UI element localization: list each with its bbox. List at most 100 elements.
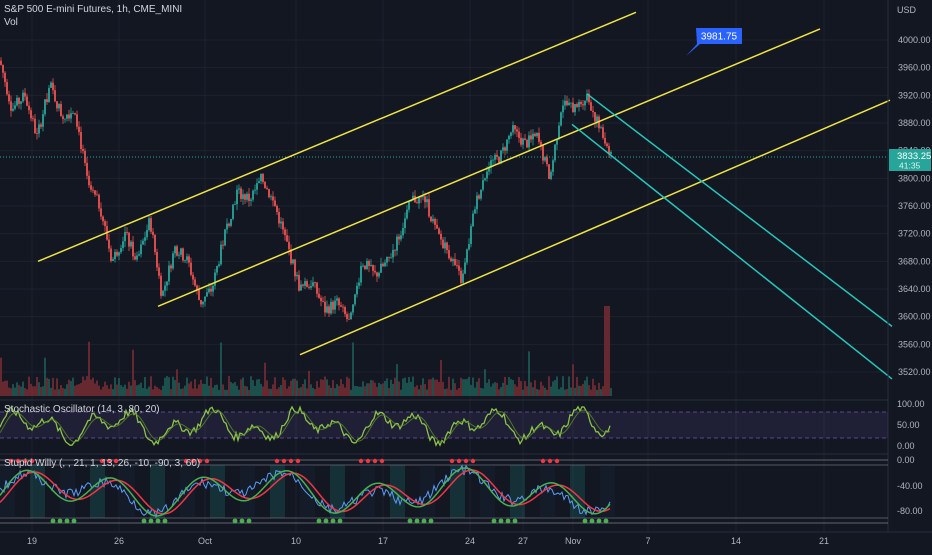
candle-body — [540, 141, 542, 146]
candle-body — [60, 104, 62, 117]
time-tick-label: 27 — [518, 536, 528, 546]
volume-bar — [252, 380, 254, 396]
candle-body — [90, 185, 92, 190]
volume-bar — [108, 388, 110, 396]
volume-bar — [324, 376, 326, 396]
volume-bar — [250, 376, 252, 396]
stochastic-pane[interactable]: 100.00 50.00 0.00 — [0, 399, 925, 451]
volume-bar — [220, 342, 222, 396]
volume-bar — [554, 379, 556, 396]
willy-buy-dot — [603, 518, 609, 524]
volume-bar — [266, 380, 268, 396]
volume-bar — [582, 383, 584, 396]
volume-bar — [354, 385, 356, 396]
price-callout[interactable]: 3981.75 — [686, 28, 742, 56]
volume-bar — [278, 387, 280, 396]
volume-bar — [182, 388, 184, 396]
trend-upper-line[interactable] — [586, 93, 893, 327]
channel-middle-line[interactable] — [157, 28, 821, 307]
willy-sell-dot — [288, 458, 294, 464]
volume-bar — [552, 381, 554, 396]
willy-sell-dot — [295, 458, 301, 464]
willy-buy-dot — [512, 518, 518, 524]
trend-lower-line[interactable] — [571, 123, 893, 380]
volume-bar — [204, 383, 206, 396]
candle-body — [28, 105, 30, 111]
volume-bar — [370, 380, 372, 396]
volume-bar — [588, 385, 590, 396]
volume-bar — [298, 388, 300, 396]
candle-body — [190, 262, 192, 275]
candle-body — [520, 137, 522, 145]
volume-bar — [174, 380, 176, 396]
volume-bar — [86, 376, 88, 396]
candle-body — [538, 132, 540, 142]
volume-bar — [520, 381, 522, 396]
candle-body — [464, 262, 466, 274]
volume-bar — [462, 379, 464, 396]
candle-body — [138, 254, 140, 256]
time-tick-label: 21 — [819, 536, 829, 546]
candle-body — [544, 157, 546, 161]
candle-body — [88, 175, 90, 186]
candle-body — [244, 194, 246, 200]
willy-buy-dot — [414, 518, 420, 524]
volume-bar — [490, 386, 492, 396]
channel-lower-line[interactable] — [299, 99, 891, 356]
symbol-legend[interactable]: S&P 500 E-mini Futures, 1h, CME_MINI — [4, 4, 183, 15]
stupid-willy-pane[interactable]: 0.00 -40.00 -80.00 — [0, 453, 923, 524]
candle-body — [278, 211, 280, 224]
stochastic-title[interactable]: Stochastic Oscillator (14, 3, 80, 20) — [4, 404, 160, 415]
volume-legend[interactable]: Vol — [4, 17, 18, 28]
candle-body — [62, 116, 64, 119]
volume-bar — [80, 383, 82, 396]
time-axis[interactable]: 19 26 Oct 10 17 24 27 Nov 7 14 21 — [0, 531, 932, 546]
price-tick-label: 3880.00 — [898, 118, 931, 128]
candle-body — [470, 226, 472, 244]
volume-bar — [10, 388, 12, 396]
drawings[interactable] — [37, 11, 893, 380]
candle-body — [354, 294, 356, 305]
volume-bar — [122, 386, 124, 396]
volume-bar — [500, 387, 502, 396]
willy-zone-shading — [0, 465, 615, 518]
willy-shade-band — [480, 465, 495, 518]
volume-bar — [338, 385, 340, 396]
callout-text: 3981.75 — [701, 32, 738, 43]
volume-bar — [212, 387, 214, 396]
candle-body — [330, 301, 332, 314]
candle-body — [422, 196, 424, 198]
volume-bar — [518, 377, 520, 396]
candle-body — [248, 193, 250, 201]
volume-bar — [276, 389, 278, 396]
volume-bar — [100, 389, 102, 396]
volume-bar — [210, 377, 212, 396]
volume-bar — [368, 383, 370, 396]
volume-bar — [376, 386, 378, 396]
candle-body — [144, 237, 146, 241]
volume-bar — [504, 376, 506, 396]
candle-body — [258, 181, 260, 184]
candle-body — [112, 259, 114, 261]
candle-body — [566, 100, 568, 106]
candle-body — [328, 306, 330, 314]
price-axis[interactable]: USD 4000.003960.003920.003880.003840.003… — [887, 0, 931, 532]
willy-title[interactable]: Stupid Willy (, , 21, 1, 13, 26, -10, -9… — [4, 458, 201, 469]
candle-body — [216, 266, 218, 273]
candle-body — [444, 242, 446, 249]
volume-bar — [530, 382, 532, 396]
candle-body — [302, 284, 304, 286]
volume-bar — [292, 378, 294, 396]
candle-body — [20, 101, 22, 104]
willy-sell-dot — [99, 458, 105, 464]
candle-body — [576, 104, 578, 107]
price-tick-label: 4000.00 — [898, 35, 931, 45]
candle-body — [220, 244, 222, 265]
volume-bar — [244, 385, 246, 396]
volume-bar — [120, 385, 122, 396]
volume-bar — [448, 376, 450, 396]
channel-upper-line[interactable] — [37, 11, 637, 263]
volume-bar — [234, 382, 236, 396]
